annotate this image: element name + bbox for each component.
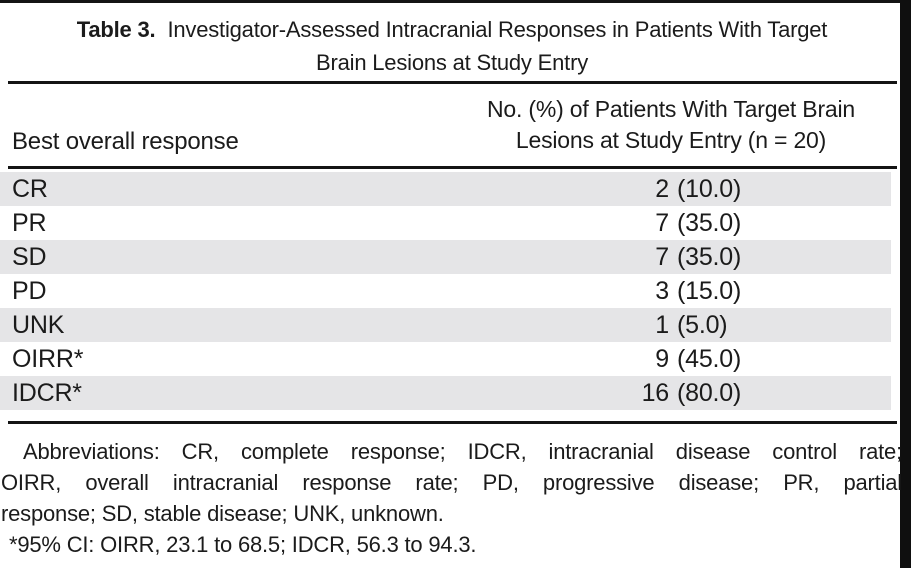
table-row-oirr: OIRR* 9 (45.0)	[0, 342, 891, 376]
top-border-line	[0, 0, 911, 3]
footnote-abbreviations-line3: response; SD, stable disease; UNK, unkno…	[1, 501, 444, 526]
row-label: PD	[12, 276, 47, 305]
row-percent: (10.0)	[677, 174, 742, 203]
row-percent: (45.0)	[677, 344, 742, 373]
row-percent: (35.0)	[677, 242, 742, 271]
column-divider-bar	[900, 0, 911, 568]
row-count: 16	[641, 378, 670, 407]
row-count: 2	[655, 174, 669, 203]
table-body: CR 2 (10.0) PR 7 (35.0) SD 7 (35.0) PD 3	[0, 172, 891, 410]
row-label: PR	[12, 208, 47, 237]
divider-under-title	[8, 81, 897, 84]
row-percent: (5.0)	[677, 310, 728, 339]
row-value: 2 (10.0)	[591, 175, 891, 204]
row-label: OIRR*	[12, 344, 84, 373]
row-value: 3 (15.0)	[591, 277, 891, 306]
row-label: IDCR*	[12, 378, 82, 407]
table-row-pd: PD 3 (15.0)	[0, 274, 891, 308]
row-value: 7 (35.0)	[591, 209, 891, 238]
table-row-cr: CR 2 (10.0)	[0, 172, 891, 206]
column-header-count-line2: Lesions at Study Entry (n = 20)	[515, 127, 827, 153]
table-number-label: Table 3.	[76, 17, 156, 42]
row-label: CR	[12, 174, 48, 203]
row-label: UNK	[12, 310, 65, 339]
row-percent: (35.0)	[677, 208, 742, 237]
footnote-confidence-interval: *95% CI: OIRR, 23.1 to 68.5; IDCR, 56.3 …	[9, 532, 477, 557]
row-count: 1	[655, 310, 669, 339]
footnote-abbreviations-line2: OIRR, overall intracranial response rate…	[1, 470, 902, 495]
row-count: 7	[655, 242, 669, 271]
table-row-idcr: IDCR* 16 (80.0)	[0, 376, 891, 410]
footnote-abbreviations-line1: Abbreviations: CR, complete response; ID…	[23, 439, 902, 464]
row-label: SD	[12, 242, 47, 271]
row-percent: (15.0)	[677, 276, 742, 305]
column-header-count-line1: No. (%) of Patients With Target Brain	[487, 96, 855, 122]
row-count: 7	[655, 208, 669, 237]
row-count: 3	[655, 276, 669, 305]
table-header-row: Best overall response No. (%) of Patient…	[0, 88, 897, 162]
row-percent: (80.0)	[677, 378, 742, 407]
table-row-unk: UNK 1 (5.0)	[0, 308, 891, 342]
row-value: 16 (80.0)	[591, 379, 891, 408]
column-header-response: Best overall response	[12, 128, 239, 155]
column-header-count: No. (%) of Patients With Target Brain Le…	[445, 94, 897, 156]
table-row-sd: SD 7 (35.0)	[0, 240, 891, 274]
table-title-line1: Table 3. Investigator-Assessed Intracrani…	[10, 13, 894, 46]
row-value: 1 (5.0)	[591, 311, 891, 340]
row-value: 9 (45.0)	[591, 345, 891, 374]
table-title-text: Investigator-Assessed Intracranial Respo…	[167, 17, 828, 42]
divider-above-footnotes	[8, 421, 897, 424]
row-count: 9	[655, 344, 669, 373]
table-footnotes: Abbreviations: CR, complete response; ID…	[1, 436, 902, 560]
divider-under-header	[8, 166, 897, 169]
table-title: Table 3. Investigator-Assessed Intracrani…	[10, 13, 894, 79]
table-row-pr: PR 7 (35.0)	[0, 206, 891, 240]
row-value: 7 (35.0)	[591, 243, 891, 272]
table-title-line2: Brain Lesions at Study Entry	[316, 50, 588, 75]
